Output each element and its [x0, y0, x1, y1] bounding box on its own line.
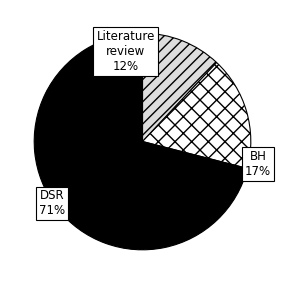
Wedge shape — [142, 33, 217, 142]
Text: BH
17%: BH 17% — [245, 150, 271, 178]
Wedge shape — [34, 33, 247, 250]
Text: Literature
review
12%: Literature review 12% — [96, 30, 155, 73]
Text: DSR
71%: DSR 71% — [39, 189, 66, 217]
Wedge shape — [142, 63, 251, 168]
